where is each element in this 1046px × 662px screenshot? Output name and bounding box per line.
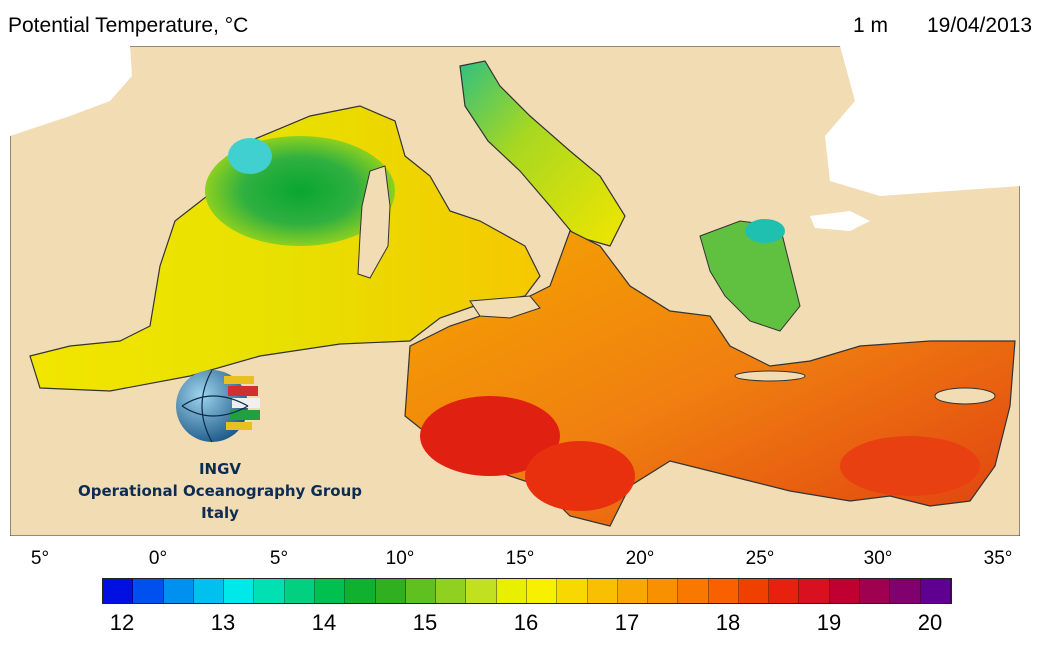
logo-line-1: INGV xyxy=(198,460,242,478)
longitude-label: 5° xyxy=(30,548,50,569)
colorbar-label: 20 xyxy=(917,610,943,635)
colorbar-cell xyxy=(799,579,830,603)
marmara-area xyxy=(810,211,870,231)
colorbar xyxy=(102,578,952,604)
colorbar-cell xyxy=(708,579,739,603)
colorbar-cell xyxy=(678,579,709,603)
western-basin xyxy=(29,105,541,392)
depth-label: 1 m xyxy=(853,14,889,37)
cyprus xyxy=(934,387,996,405)
longitude-label: 25° xyxy=(745,548,775,569)
colorbar-label: 18 xyxy=(715,610,741,635)
temperature-map xyxy=(10,46,1020,536)
colorbar-cell xyxy=(496,579,527,603)
adriatic-sea xyxy=(459,60,626,247)
colorbar-cell xyxy=(133,579,164,603)
logo-line-2: Operational Oceanography Group xyxy=(78,482,362,500)
colorbar-cell xyxy=(224,579,255,603)
levant-hot xyxy=(840,436,980,496)
ingv-globe-icon xyxy=(176,369,260,443)
colorbar-cell xyxy=(526,579,558,603)
colorbar-cell xyxy=(405,579,437,603)
colorbar-label: 13 xyxy=(210,610,236,635)
map-title: Potential Temperature, °C xyxy=(8,14,249,37)
aegean-cold xyxy=(745,219,785,243)
ligurian-cold xyxy=(228,138,272,174)
colorbar-cell xyxy=(829,579,861,603)
longitude-label: 20° xyxy=(625,548,655,569)
colorbar-cell xyxy=(103,579,134,603)
colorbar-cell xyxy=(254,579,285,603)
colorbar-label: 17 xyxy=(614,610,640,635)
longitude-label: 30° xyxy=(863,548,893,569)
sidra-hot xyxy=(525,441,635,511)
black-sea-area xyxy=(825,46,1020,196)
longitude-label: 5° xyxy=(269,548,289,569)
longitude-label: 10° xyxy=(385,548,415,569)
colorbar-cell xyxy=(587,579,618,603)
colorbar-cell xyxy=(466,579,497,603)
colorbar-cell xyxy=(617,579,649,603)
corsica-sardinia xyxy=(357,165,391,279)
colorbar-cell xyxy=(345,579,376,603)
colorbar-cell xyxy=(769,579,800,603)
libyan-hot xyxy=(420,396,560,476)
colorbar-cell xyxy=(890,579,921,603)
sicily xyxy=(469,295,541,319)
colorbar-label: 14 xyxy=(311,610,337,635)
longitude-label: 35° xyxy=(983,548,1013,569)
colorbar-cell xyxy=(920,579,951,603)
ingv-logo-text: INGV Operational Oceanography Group Ital… xyxy=(70,458,370,524)
colorbar-cell xyxy=(284,579,315,603)
colorbar-cell xyxy=(557,579,588,603)
colorbar-cell xyxy=(163,579,194,603)
logo-line-3: Italy xyxy=(201,504,239,522)
colorbar-cell xyxy=(738,579,770,603)
colorbar-label: 12 xyxy=(109,610,135,635)
colorbar-label: 16 xyxy=(513,610,539,635)
crete xyxy=(734,370,806,382)
colorbar-label: 19 xyxy=(816,610,842,635)
longitude-label: 0° xyxy=(148,548,168,569)
longitude-label: 15° xyxy=(505,548,535,569)
colorbar-cell xyxy=(860,579,891,603)
colorbar-cell xyxy=(648,579,679,603)
colorbar-cell xyxy=(375,579,406,603)
colorbar-label: 15 xyxy=(412,610,438,635)
colorbar-cell xyxy=(193,579,225,603)
colorbar-cell xyxy=(314,579,346,603)
colorbar-cell xyxy=(436,579,467,603)
atlantic-area xyxy=(10,46,132,136)
date-label: 19/04/2013 xyxy=(927,14,1033,37)
